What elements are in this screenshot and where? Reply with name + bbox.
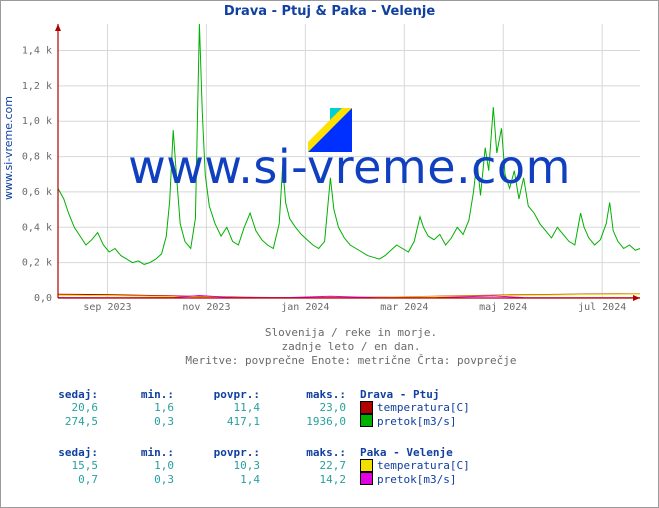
x-tick-label: jul 2024 bbox=[578, 302, 626, 313]
y-tick-label: 0,2 k bbox=[22, 258, 52, 269]
stats-group-2: sedaj:min.:povpr.:maks.:Paka - Velenje 15… bbox=[28, 446, 476, 486]
stats-value: 22,7 bbox=[266, 459, 352, 473]
stats-value: 14,2 bbox=[266, 473, 352, 487]
stats-header: povpr.: bbox=[180, 388, 266, 401]
stats-metric-label: temperatura[C] bbox=[352, 401, 476, 415]
caption-line-2: zadnje leto / en dan. bbox=[58, 340, 644, 354]
stats-value: 0,7 bbox=[28, 473, 104, 487]
stats-header: maks.: bbox=[266, 388, 352, 401]
stats-header: min.: bbox=[104, 446, 180, 459]
stats-table: sedaj:min.:povpr.:maks.:Drava - Ptuj 20,6… bbox=[28, 388, 476, 428]
stats-value: 0,3 bbox=[104, 415, 180, 429]
legend-swatch bbox=[360, 472, 373, 485]
stats-value: 1,6 bbox=[104, 401, 180, 415]
plot-svg: 0,00,2 k0,4 k0,6 k0,8 k1,0 k1,2 k1,4 kse… bbox=[58, 22, 644, 316]
stats-value: 10,3 bbox=[180, 459, 266, 473]
x-tick-label: nov 2023 bbox=[182, 302, 230, 313]
x-tick-label: maj 2024 bbox=[479, 302, 527, 313]
stats-value: 1,0 bbox=[104, 459, 180, 473]
x-tick-label: sep 2023 bbox=[83, 302, 131, 313]
stats-value: 11,4 bbox=[180, 401, 266, 415]
stats-value: 0,3 bbox=[104, 473, 180, 487]
stats-value: 1,4 bbox=[180, 473, 266, 487]
plot-area: 0,00,2 k0,4 k0,6 k0,8 k1,0 k1,2 k1,4 kse… bbox=[58, 22, 644, 316]
chart-title: Drava - Ptuj & Paka - Velenje bbox=[0, 4, 659, 19]
stats-value: 274,5 bbox=[28, 415, 104, 429]
stats-group-1: sedaj:min.:povpr.:maks.:Drava - Ptuj 20,6… bbox=[28, 388, 476, 428]
y-tick-label: 0,4 k bbox=[22, 222, 52, 233]
stats-header: sedaj: bbox=[28, 388, 104, 401]
y-tick-label: 1,0 k bbox=[22, 116, 52, 127]
series-drava_pretok bbox=[58, 24, 640, 264]
caption-line-3: Meritve: povprečne Enote: metrične Črta:… bbox=[58, 354, 644, 368]
x-tick-label: mar 2024 bbox=[380, 302, 428, 313]
y-tick-label: 1,2 k bbox=[22, 81, 52, 92]
y-tick-label: 0,6 k bbox=[22, 187, 52, 198]
stats-header: maks.: bbox=[266, 446, 352, 459]
caption-line-1: Slovenija / reke in morje. bbox=[58, 326, 644, 340]
y-tick-label: 0,8 k bbox=[22, 152, 52, 163]
stats-group-title: Drava - Ptuj bbox=[352, 388, 476, 401]
stats-metric-label: pretok[m3/s] bbox=[352, 473, 476, 487]
legend-swatch bbox=[360, 459, 373, 472]
stats-value: 20,6 bbox=[28, 401, 104, 415]
legend-swatch bbox=[360, 414, 373, 427]
stats-header: sedaj: bbox=[28, 446, 104, 459]
y-tick-label: 0,0 bbox=[34, 293, 52, 304]
stats-value: 1936,0 bbox=[266, 415, 352, 429]
x-tick-label: jan 2024 bbox=[281, 302, 329, 313]
y-axis-source-label: www.si-vreme.com bbox=[2, 96, 15, 200]
chart-captions: Slovenija / reke in morje. zadnje leto /… bbox=[58, 326, 644, 368]
stats-header: min.: bbox=[104, 388, 180, 401]
stats-value: 417,1 bbox=[180, 415, 266, 429]
stats-value: 23,0 bbox=[266, 401, 352, 415]
stats-header: povpr.: bbox=[180, 446, 266, 459]
stats-table: sedaj:min.:povpr.:maks.:Paka - Velenje 15… bbox=[28, 446, 476, 486]
stats-metric-label: temperatura[C] bbox=[352, 459, 476, 473]
stats-group-title: Paka - Velenje bbox=[352, 446, 476, 459]
y-tick-label: 1,4 k bbox=[22, 46, 52, 57]
stats-metric-label: pretok[m3/s] bbox=[352, 415, 476, 429]
stats-value: 15,5 bbox=[28, 459, 104, 473]
legend-swatch bbox=[360, 401, 373, 414]
